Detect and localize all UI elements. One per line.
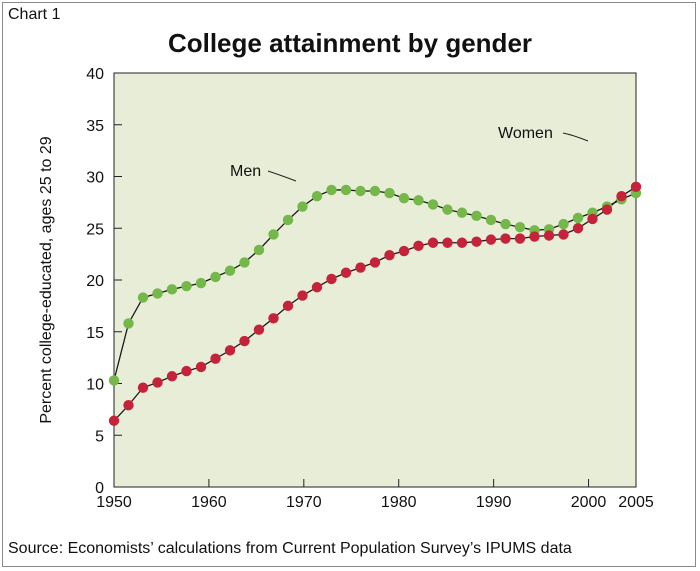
data-point-men [297, 201, 308, 212]
data-point-women [427, 237, 439, 248]
y-axis-title: Percent college-educated, ages 25 to 29 [38, 136, 55, 423]
data-point-men [195, 277, 207, 289]
data-point-men [442, 204, 453, 215]
annotation-women-leader [562, 132, 589, 142]
data-point-women [311, 282, 323, 293]
data-point-women [587, 213, 598, 225]
annotation-men: Men [230, 163, 261, 180]
data-point-men [123, 318, 134, 329]
data-point-men [282, 214, 294, 226]
data-point-men [413, 195, 424, 206]
data-point-women [152, 377, 163, 388]
series-layer [108, 181, 642, 426]
y-tick-label: 10 [86, 377, 104, 394]
data-point-men [485, 214, 497, 226]
data-point-men [268, 229, 279, 240]
data-point-women [239, 335, 250, 347]
x-tick-label: 2000 [571, 494, 607, 511]
data-point-women [166, 371, 178, 382]
data-point-women [195, 361, 207, 373]
data-point-women [558, 229, 569, 240]
data-point-women [500, 233, 511, 244]
x-tick-label: 2005 [618, 494, 654, 511]
data-point-women [108, 415, 120, 426]
annotations: Men Women [230, 125, 589, 182]
source-note: Source: Economists’ calculations from Cu… [8, 540, 572, 557]
data-point-men [369, 185, 381, 197]
data-point-women [282, 300, 294, 312]
data-point-women [340, 267, 352, 278]
data-point-men [210, 271, 221, 283]
data-point-women [181, 365, 192, 377]
y-tick-label: 15 [86, 325, 104, 342]
x-tick-label: 1960 [191, 494, 227, 511]
data-point-men [355, 185, 366, 197]
data-point-women [326, 273, 337, 285]
data-point-men [311, 190, 323, 202]
x-tick-label: 1980 [381, 494, 417, 511]
data-point-men [340, 184, 352, 196]
data-point-men [384, 187, 395, 199]
data-point-women [485, 234, 497, 245]
y-tick-label: 30 [86, 170, 104, 187]
data-point-men [398, 193, 410, 204]
data-point-men [181, 281, 192, 292]
data-point-women [442, 237, 453, 248]
data-point-women [413, 240, 424, 252]
data-point-women [369, 257, 381, 268]
data-point-men [558, 218, 569, 230]
x-axis: 1950 1960 1970 1980 1990 2000 2005 [96, 479, 654, 511]
data-point-men [514, 222, 526, 233]
data-point-men [456, 207, 468, 218]
data-point-women [398, 245, 410, 257]
data-point-women [253, 324, 265, 335]
data-point-women [210, 353, 221, 364]
data-point-women [529, 231, 540, 242]
y-tick-label: 0 [95, 480, 104, 497]
data-point-women [137, 382, 149, 393]
x-tick-label: 1950 [96, 494, 132, 511]
data-point-women [572, 223, 584, 234]
data-point-men [253, 244, 265, 256]
data-point-women [456, 237, 468, 248]
annotation-women: Women [498, 125, 553, 142]
data-point-women [471, 236, 482, 247]
plot-area [113, 72, 637, 488]
data-point-men [471, 210, 482, 222]
data-point-men [137, 292, 149, 303]
data-point-women [601, 204, 613, 215]
chart-label: Chart 1 [8, 6, 61, 23]
data-point-women [268, 313, 279, 324]
data-point-women [224, 345, 236, 356]
data-point-women [514, 233, 526, 244]
data-point-men [152, 288, 163, 299]
data-point-men [427, 199, 439, 210]
y-tick-label: 35 [86, 118, 104, 135]
data-point-women [355, 262, 366, 273]
data-point-women [297, 290, 308, 301]
y-tick-label: 5 [95, 428, 104, 445]
x-tick-label: 1970 [286, 494, 322, 511]
data-point-men [326, 184, 337, 196]
data-point-men [500, 218, 511, 230]
data-point-women [384, 249, 395, 261]
y-axis: 0 5 10 15 20 25 30 35 40 [86, 66, 122, 497]
data-point-men [572, 212, 584, 224]
data-point-men [166, 284, 178, 295]
y-tick-label: 20 [86, 273, 104, 290]
y-tick-label: 25 [86, 221, 104, 238]
data-point-men [108, 375, 120, 386]
data-point-women [123, 400, 134, 411]
data-point-women [616, 190, 627, 202]
data-point-women [543, 230, 555, 241]
data-point-women [630, 181, 642, 193]
y-tick-label: 40 [86, 66, 104, 83]
x-tick-label: 1990 [476, 494, 512, 511]
annotation-men-leader [267, 170, 297, 182]
data-point-men [224, 265, 236, 276]
chart-title: College attainment by gender [167, 28, 533, 58]
data-point-men [239, 257, 250, 268]
